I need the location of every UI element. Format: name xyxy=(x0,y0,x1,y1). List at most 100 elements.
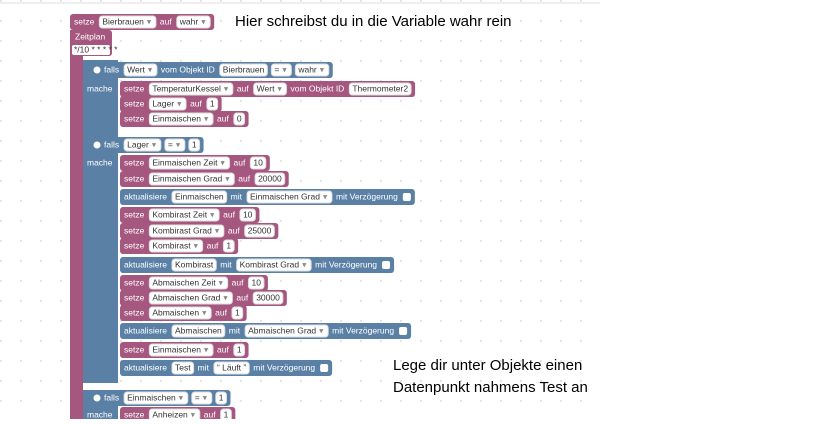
input-field[interactable] xyxy=(348,82,412,96)
dropdown-field[interactable] xyxy=(191,391,213,405)
input-text: 10 xyxy=(251,277,261,287)
checkbox[interactable] xyxy=(402,193,411,201)
dropdown-field[interactable] xyxy=(148,208,220,222)
block-label: setze xyxy=(124,173,145,183)
dropdown-field[interactable] xyxy=(294,63,330,77)
dropdown-text: = xyxy=(195,392,200,402)
block-label: auf xyxy=(237,83,249,93)
input-field[interactable] xyxy=(171,258,217,272)
dropdown-field[interactable] xyxy=(148,239,204,253)
input-field[interactable] xyxy=(249,156,267,170)
block-label: falls xyxy=(104,64,119,74)
dropdown-arrow: ▾ xyxy=(225,173,230,183)
checkbox[interactable] xyxy=(382,261,391,269)
dropdown-field[interactable] xyxy=(270,63,292,77)
dropdown-text: = xyxy=(274,64,279,74)
input-field[interactable] xyxy=(171,190,228,204)
dropdown-field[interactable] xyxy=(244,324,329,338)
input-field[interactable] xyxy=(215,391,227,405)
dropdown-arrow: ▾ xyxy=(191,409,196,419)
dropdown-field[interactable] xyxy=(253,82,287,96)
dropdown-field[interactable] xyxy=(148,306,212,320)
gear-icon[interactable] xyxy=(93,141,101,149)
dropdown-field[interactable] xyxy=(148,156,231,170)
gear-icon[interactable] xyxy=(93,66,101,74)
block-label: setze xyxy=(124,240,145,250)
input-field[interactable] xyxy=(233,343,246,357)
block: setze Einmaischen Grad ▾ auf 20000 xyxy=(120,171,289,187)
input-field[interactable] xyxy=(222,239,235,253)
block-label: mit xyxy=(231,191,243,201)
block: setze Abmaischen Zeit ▾ auf 10 xyxy=(120,275,268,291)
input-text: Kombirast xyxy=(175,259,214,269)
dropdown-field[interactable] xyxy=(176,15,211,29)
block-label: aktualisiere xyxy=(124,325,167,335)
input-field[interactable] xyxy=(213,361,250,375)
block: aktualisiere Kombirast mit Kombirast Grad ▾ m… xyxy=(120,257,395,273)
dropdown-field[interactable] xyxy=(123,63,158,77)
input-field[interactable] xyxy=(254,172,286,186)
dropdown-arrow: ▾ xyxy=(179,392,184,402)
block: setze Kombirast ▾ auf 1 xyxy=(120,238,239,254)
block-label: vom Objekt ID xyxy=(161,64,215,74)
block-label: setze xyxy=(124,307,145,317)
dropdown-field[interactable] xyxy=(148,343,214,357)
input-field[interactable] xyxy=(252,291,284,305)
gear-icon[interactable] xyxy=(93,394,101,402)
dropdown-field[interactable] xyxy=(148,172,235,186)
block-label: falls xyxy=(104,392,119,402)
dropdown-arrow: ▾ xyxy=(224,83,229,93)
input-field[interactable] xyxy=(206,97,219,111)
dropdown-arrow: ▾ xyxy=(282,64,287,74)
input-field[interactable] xyxy=(233,112,246,126)
dropdown-field[interactable] xyxy=(164,138,186,152)
input-field[interactable] xyxy=(171,324,226,338)
block-label: setze xyxy=(124,344,145,354)
input-text: “ Läuft ” xyxy=(217,362,246,372)
input-field[interactable] xyxy=(231,306,244,320)
dropdown-text: Abmaischen Grad xyxy=(152,292,220,302)
block-label: auf xyxy=(236,292,248,302)
input-field[interactable] xyxy=(247,276,265,290)
dropdown-field[interactable] xyxy=(246,190,333,204)
falls-body xyxy=(83,137,118,383)
dropdown-field[interactable] xyxy=(148,82,234,96)
mache-label: mache xyxy=(87,409,113,419)
input-field[interactable] xyxy=(219,63,268,77)
dropdown-field[interactable] xyxy=(123,391,189,405)
dropdown-field[interactable] xyxy=(148,224,225,238)
block-label: mit xyxy=(220,259,232,269)
block-label: mit xyxy=(229,325,241,335)
block-label: auf xyxy=(204,409,216,419)
dropdown-field[interactable] xyxy=(98,15,157,29)
block-label: setze xyxy=(74,16,95,26)
input-text: 1 xyxy=(226,240,231,250)
cron-field[interactable] xyxy=(72,45,110,55)
input-field[interactable] xyxy=(244,224,275,238)
input-field[interactable] xyxy=(188,138,201,152)
dropdown-field[interactable] xyxy=(148,112,214,126)
input-field[interactable] xyxy=(239,208,256,222)
dropdown-arrow: ▾ xyxy=(148,64,153,74)
checkbox[interactable] xyxy=(399,327,408,335)
input-field[interactable] xyxy=(171,361,195,375)
dropdown-arrow: ▾ xyxy=(152,139,157,149)
dropdown-arrow: ▾ xyxy=(194,240,199,250)
dropdown-text: Lager xyxy=(152,98,174,108)
dropdown-field[interactable] xyxy=(148,291,233,305)
input-text: 10 xyxy=(243,209,253,219)
dropdown-text: TemperaturKessel xyxy=(152,83,221,93)
dropdown-text: Wert xyxy=(257,83,275,93)
zeitplan-label: Zeitplan xyxy=(75,31,106,41)
block-label: auf xyxy=(217,344,229,354)
dropdown-arrow: ▾ xyxy=(201,16,206,26)
block-label: auf xyxy=(217,113,229,123)
checkbox[interactable] xyxy=(320,364,329,372)
dropdown-field[interactable] xyxy=(236,258,312,272)
dropdown-field[interactable] xyxy=(148,276,229,290)
block: setze Einmaischen Zeit ▾ auf 10 xyxy=(120,155,270,171)
dropdown-arrow: ▾ xyxy=(223,292,228,302)
dropdown-field[interactable] xyxy=(148,97,187,111)
dropdown-field[interactable] xyxy=(123,138,162,152)
block: setze Lager ▾ auf 1 xyxy=(120,96,222,112)
